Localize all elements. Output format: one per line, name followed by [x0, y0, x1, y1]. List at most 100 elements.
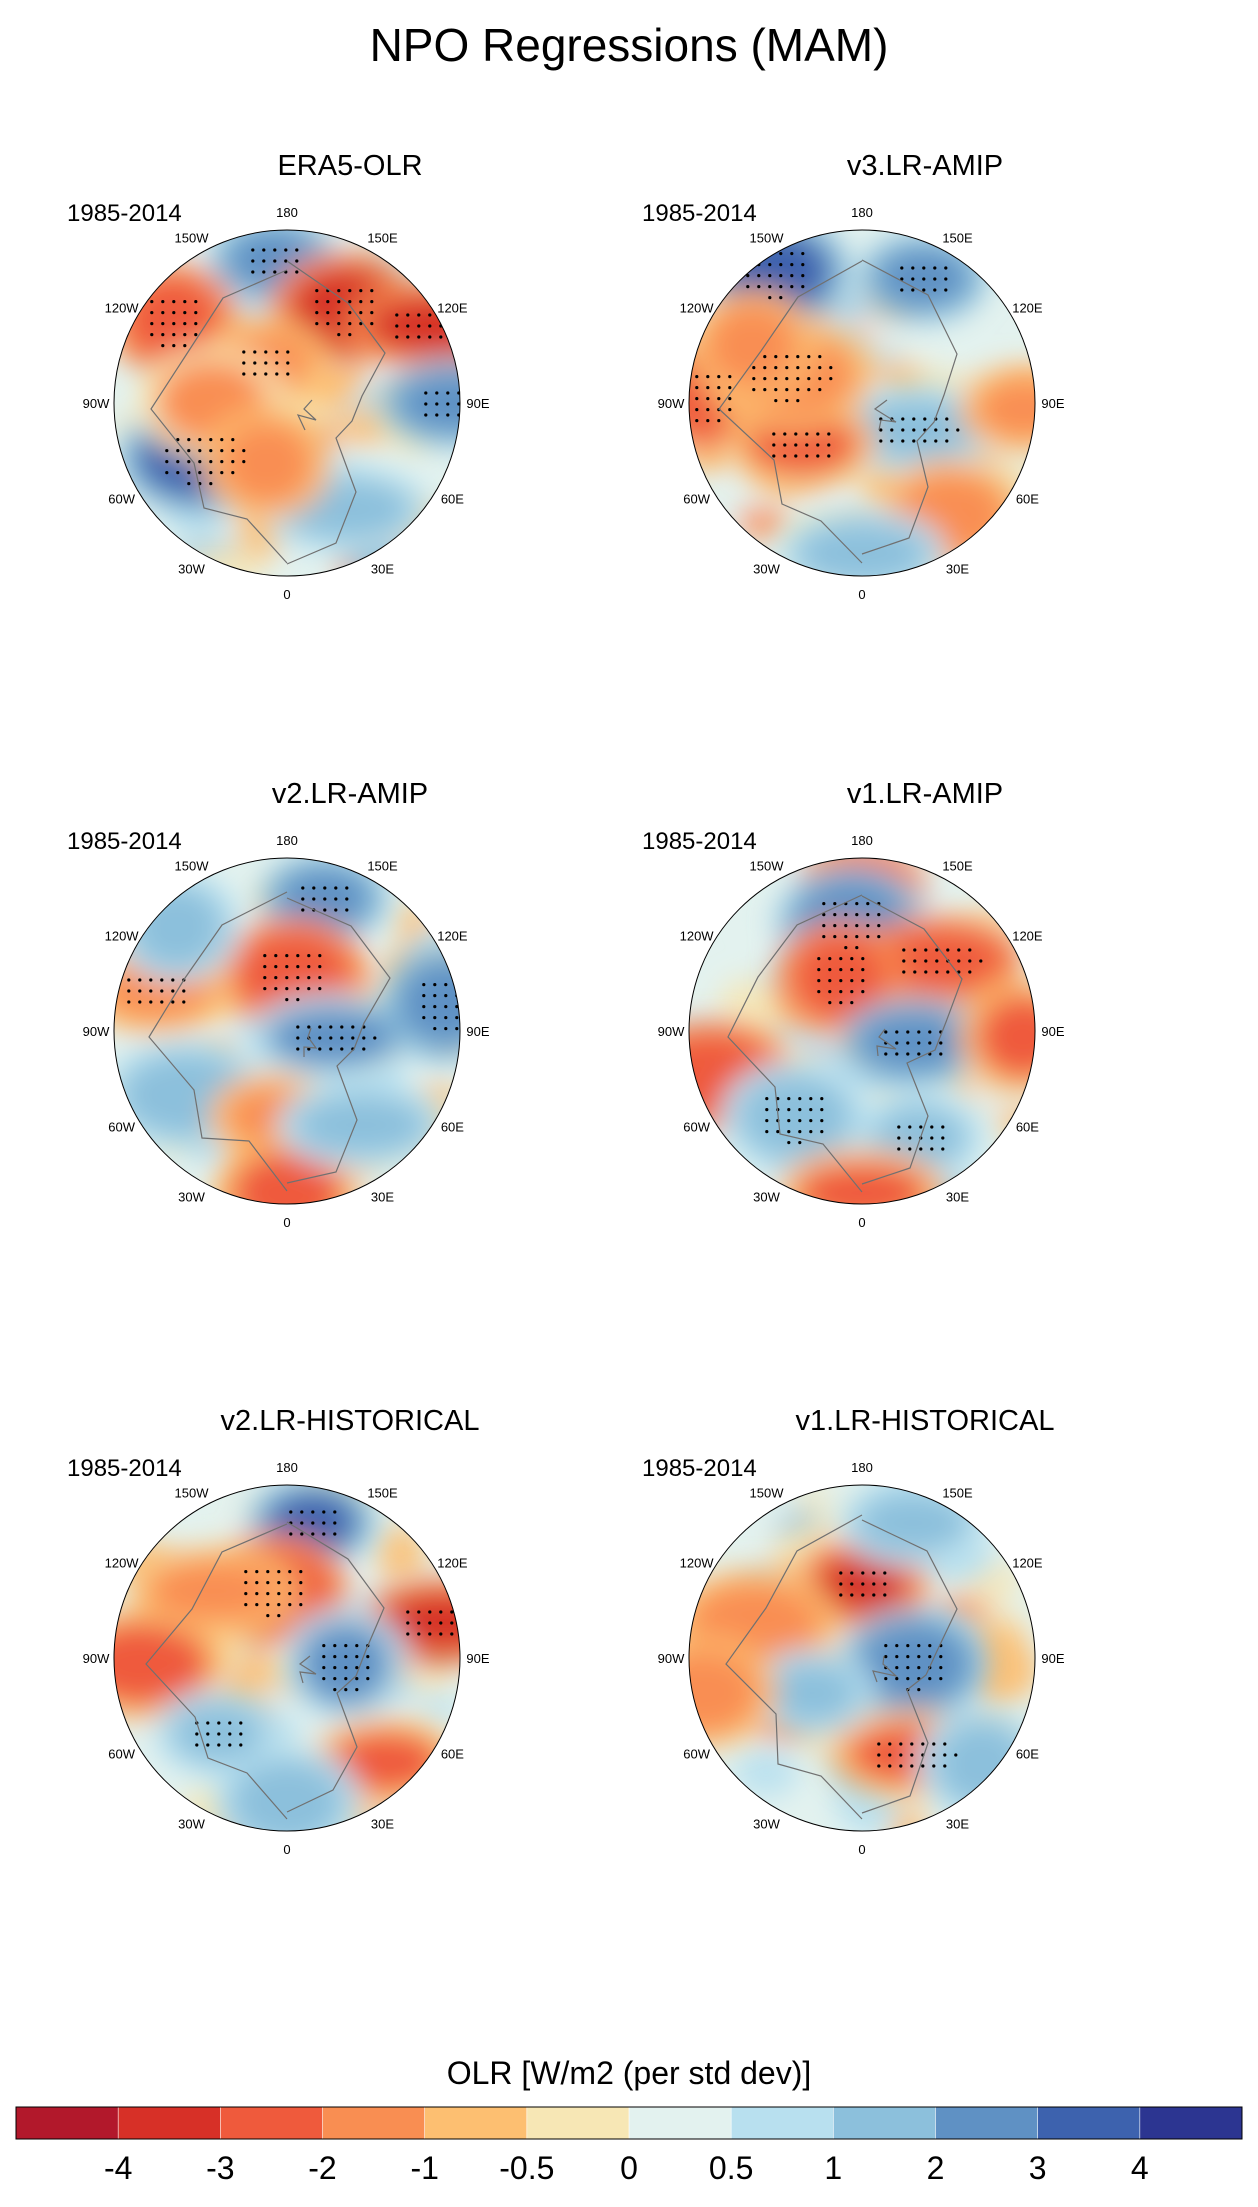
stipple-dot — [439, 1610, 443, 1614]
stipple-dot — [285, 965, 289, 969]
longitude-label: 90W — [658, 1651, 685, 1666]
stipple-dot — [333, 1688, 337, 1692]
stipple-dot — [943, 1764, 947, 1768]
stipple-dot — [945, 428, 949, 432]
stipple-dot — [839, 990, 843, 994]
stipple-dot — [895, 1052, 899, 1056]
coastline — [145, 1523, 288, 1820]
stipple-dot — [239, 1732, 243, 1736]
stipple-dot — [355, 1666, 359, 1670]
stipple-dot — [198, 449, 202, 453]
stipple-dot — [355, 1644, 359, 1648]
stipple-dot — [943, 1753, 947, 1757]
stipple-dot — [884, 1655, 888, 1659]
stipple-dot — [772, 454, 776, 458]
stipple-dot — [461, 1632, 464, 1635]
stipple-dot — [209, 482, 213, 486]
stipple-dot — [286, 361, 290, 365]
stipple-dot — [890, 428, 894, 432]
stipple-dot — [472, 1632, 475, 1635]
stipple-dot — [917, 1041, 921, 1045]
stipple-dot — [822, 935, 826, 939]
stipple-dot — [897, 1147, 901, 1151]
stipple-dot — [706, 375, 710, 379]
coastline — [861, 895, 963, 1185]
stipple-dot — [318, 1047, 322, 1051]
stipple-dot — [717, 419, 721, 423]
stipple-dot — [883, 1571, 887, 1575]
stipple-dot — [318, 1036, 322, 1040]
stipple-dot — [286, 372, 290, 376]
stipple-dot — [275, 372, 279, 376]
stipple-dot — [785, 399, 789, 403]
stipple-dot — [774, 355, 778, 359]
stipple-dot — [768, 263, 772, 267]
stipple-dot — [468, 391, 471, 394]
stipple-dot — [299, 1581, 303, 1585]
stipple-dot — [428, 313, 432, 317]
stipple-dot — [728, 375, 732, 379]
stipple-dot — [908, 1147, 912, 1151]
longitude-label: 120W — [105, 1556, 140, 1571]
polar-map: 180 150E 120E 90E 60E 30E 0 30W 60W 90W 120W 150W — [83, 205, 490, 602]
stipple-dot — [187, 471, 191, 475]
stipple-dot — [273, 259, 277, 263]
longitude-label: 0 — [858, 1842, 865, 1857]
stipple-dot — [266, 1614, 270, 1618]
stipple-dot — [450, 324, 454, 328]
stipple-dot — [902, 948, 906, 952]
stipple-dot — [774, 388, 778, 392]
longitude-label: 180 — [851, 1460, 873, 1475]
polar-map: 180 150E 120E 90E 60E 30E 0 30W 60W 90W 120W 150W — [83, 1460, 490, 1857]
stipple-dot — [796, 355, 800, 359]
stipple-dot — [906, 1644, 910, 1648]
stipple-dot — [370, 289, 374, 293]
stipple-dot — [255, 1570, 259, 1574]
stipple-dot — [911, 288, 915, 292]
longitude-label: 30E — [946, 561, 969, 576]
stipple-dot — [850, 957, 854, 961]
stipple-dot — [917, 1644, 921, 1648]
stipple-dot — [945, 417, 949, 421]
anomaly-centre — [766, 1663, 858, 1723]
stipple-dot — [301, 897, 305, 901]
stipple-dot — [209, 460, 213, 464]
stipple-dot — [333, 1532, 337, 1536]
stipple-dot — [149, 989, 153, 993]
stipple-dot — [424, 413, 428, 417]
stipple-dot — [850, 1001, 854, 1005]
stipple-dot — [435, 413, 439, 417]
stipple-dot — [262, 248, 266, 252]
stipple-dot — [183, 344, 187, 348]
longitude-label: 0 — [283, 1842, 290, 1857]
longitude-label: 90E — [466, 1024, 489, 1039]
anomaly-centre — [377, 1592, 460, 1652]
stipple-dot — [274, 987, 278, 991]
stipple-dot — [944, 288, 948, 292]
stipple-dot — [790, 252, 794, 256]
stipple-dot — [337, 333, 341, 337]
stipple-dot — [176, 438, 180, 442]
longitude-label: 180 — [276, 205, 298, 220]
longitude-label: 120E — [1012, 301, 1043, 316]
stipple-dot — [809, 1108, 813, 1112]
stipple-dot — [807, 388, 811, 392]
map-boundary — [113, 1484, 461, 1832]
coastline — [718, 260, 863, 564]
stipple-dot — [277, 1592, 281, 1596]
stipple-dot — [933, 277, 937, 281]
longitude-label: 60E — [441, 492, 464, 507]
stipple-dot — [877, 913, 881, 917]
stipple-dot — [805, 454, 809, 458]
colorbar-tick-label: 1 — [824, 2150, 842, 2186]
stipple-dot — [435, 391, 439, 395]
stipple-dot — [807, 377, 811, 381]
stipple-dot — [406, 324, 410, 328]
stipple-dot — [839, 1001, 843, 1005]
stipple-dot — [296, 976, 300, 980]
stipple-dot — [930, 1125, 934, 1129]
stipple-dot — [818, 355, 822, 359]
longitude-label: 150E — [942, 859, 973, 874]
longitude-label: 0 — [283, 1215, 290, 1230]
stipple-dot — [924, 959, 928, 963]
